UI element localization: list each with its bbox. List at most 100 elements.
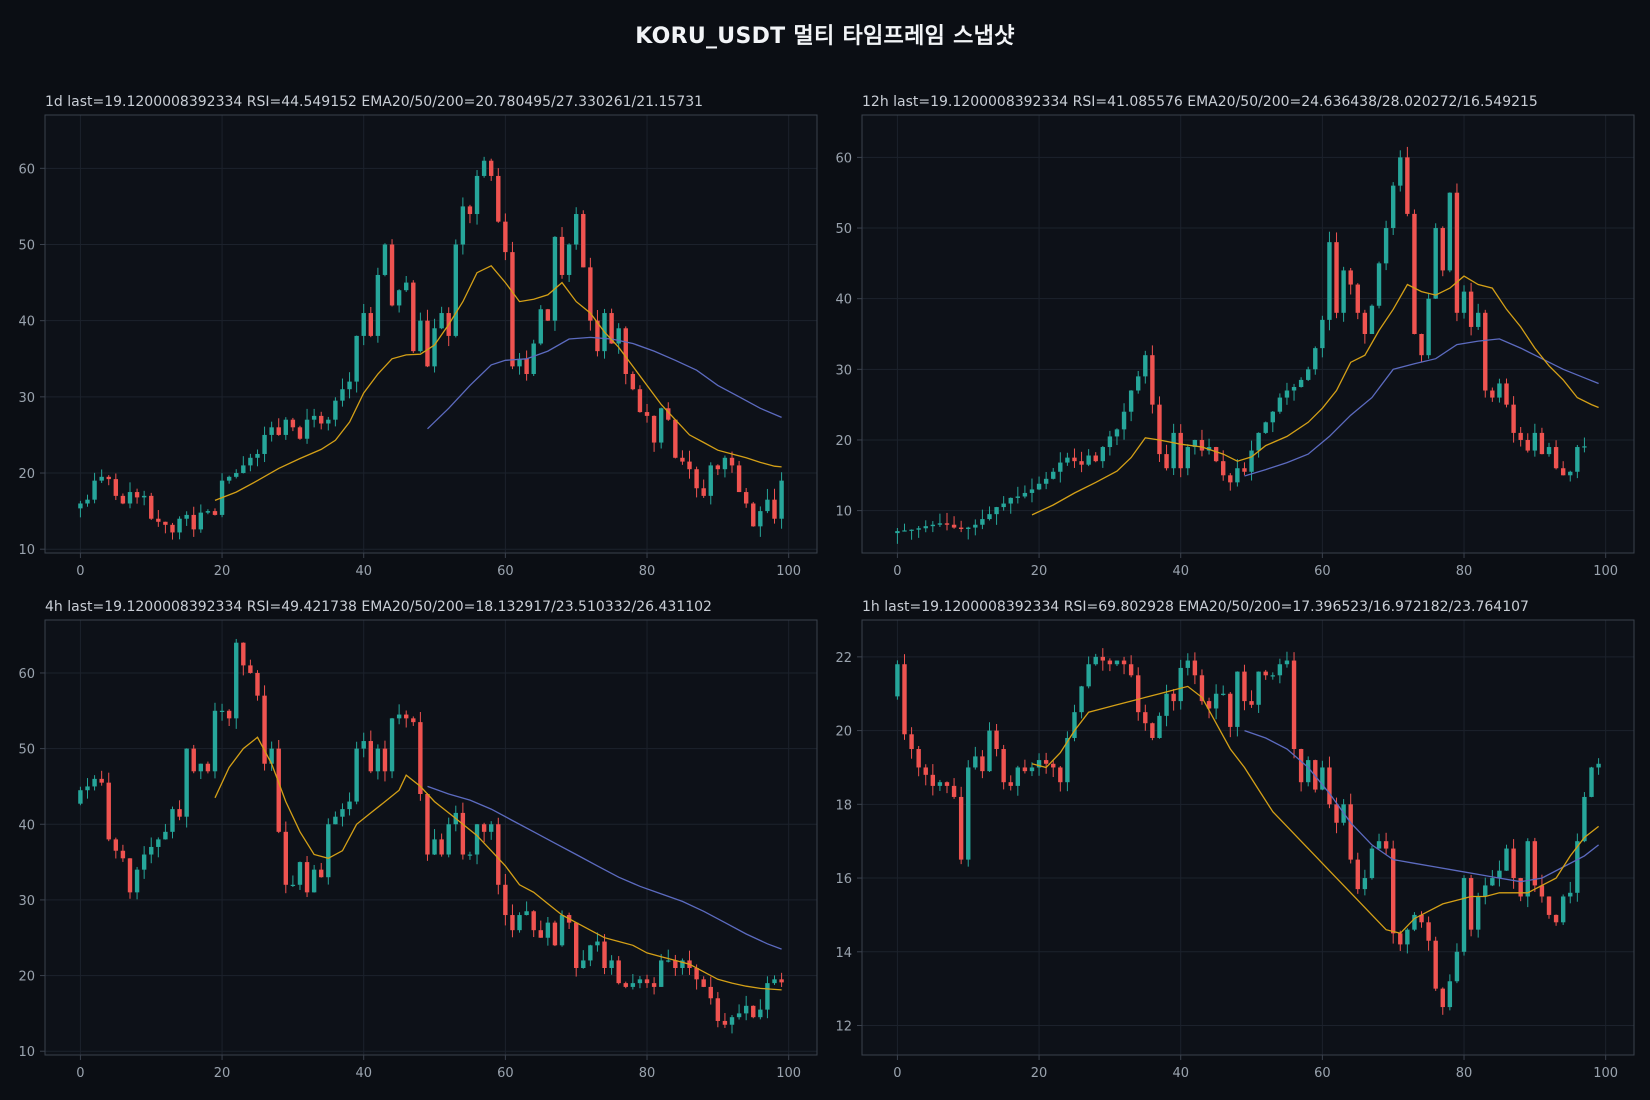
candle-body — [411, 718, 416, 723]
x-tick-label: 60 — [1314, 1066, 1331, 1081]
candle-body — [694, 469, 699, 489]
candle-body — [141, 854, 147, 870]
y-tick-label: 12 — [835, 1020, 852, 1035]
candle-body — [966, 767, 971, 860]
candle-body — [1348, 270, 1353, 285]
candle-body — [113, 479, 119, 496]
candle-body — [694, 968, 699, 980]
candle-body — [347, 381, 352, 390]
candle-body — [205, 763, 211, 772]
candle-body — [219, 710, 225, 712]
x-tick-label: 80 — [639, 1066, 656, 1081]
y-tick-label: 50 — [835, 222, 852, 237]
candle-body — [1390, 848, 1396, 934]
candle-body — [1256, 671, 1261, 705]
candle-body — [1136, 675, 1141, 713]
candle-body — [319, 415, 324, 424]
candle-body — [1511, 848, 1516, 879]
candle-body — [1164, 693, 1169, 716]
candle-body — [489, 160, 494, 176]
candle-body — [1447, 192, 1453, 271]
candle-body — [382, 748, 388, 772]
candle-body — [1213, 447, 1219, 462]
candle-body — [1008, 782, 1013, 786]
candle-body — [212, 511, 218, 515]
candle-body — [1334, 804, 1339, 823]
candle-body — [503, 221, 508, 253]
candle-body — [623, 328, 628, 374]
candle-body — [1546, 447, 1552, 455]
y-tick-label: 30 — [18, 391, 35, 406]
candle-body — [411, 282, 416, 352]
candle-body — [545, 309, 551, 321]
candle-body — [1327, 767, 1332, 805]
candle-body — [1518, 878, 1523, 897]
candle-body — [701, 979, 706, 987]
candle-body — [616, 960, 621, 984]
candle-body — [1029, 767, 1035, 772]
candle-body — [1121, 660, 1127, 665]
candle-body — [1270, 411, 1275, 423]
candle-body — [1022, 767, 1028, 772]
candle-body — [481, 824, 487, 832]
x-tick-label: 60 — [497, 1066, 514, 1081]
candle-body — [1490, 878, 1495, 886]
plot-frame — [861, 114, 1635, 554]
candle-body — [559, 236, 565, 275]
y-tick-label: 18 — [835, 798, 852, 813]
candle-body — [701, 488, 706, 496]
plot-area — [862, 620, 1634, 1055]
x-tick-label: 100 — [1593, 564, 1618, 579]
candle-body — [134, 869, 140, 893]
candle-body — [994, 730, 999, 750]
candle-body — [1390, 185, 1396, 229]
y-tick-label: 10 — [835, 505, 852, 520]
candle-body — [1107, 436, 1113, 448]
x-tick-label: 0 — [893, 1066, 901, 1081]
x-tick-label: 0 — [76, 1066, 84, 1081]
candle-body — [1185, 660, 1190, 668]
candle-body — [361, 313, 366, 336]
candle-body — [1433, 228, 1438, 299]
candle-body — [1058, 767, 1063, 783]
candle-body — [1376, 263, 1382, 306]
candle-body — [113, 839, 119, 851]
candle-body — [581, 960, 586, 968]
candle-body — [517, 915, 522, 931]
candle-body — [930, 524, 936, 527]
candle-body — [637, 979, 643, 984]
candle-body — [1001, 503, 1006, 508]
x-tick-label: 20 — [214, 1066, 231, 1081]
candle-body — [538, 309, 543, 344]
candle-body — [1504, 383, 1509, 405]
candle-body — [198, 512, 204, 530]
candle-body — [290, 419, 296, 428]
candle-body — [1192, 660, 1198, 676]
candle-body — [673, 960, 678, 968]
candle-body — [1051, 763, 1056, 768]
candle-body — [170, 524, 175, 533]
x-tick-label: 80 — [1456, 564, 1473, 579]
ema50-line — [427, 336, 782, 430]
candle-body — [496, 175, 501, 222]
y-tick-label: 20 — [835, 434, 852, 449]
candle-body — [1221, 693, 1226, 695]
candle-body — [92, 480, 97, 500]
x-tick-label: 0 — [76, 564, 84, 579]
y-tick-label: 40 — [18, 818, 35, 833]
candle-body — [1412, 914, 1417, 930]
candle-body — [226, 710, 232, 719]
candle-body — [708, 986, 713, 999]
y-tick-label: 40 — [835, 293, 852, 308]
candle-body — [1475, 896, 1481, 930]
candle-body — [389, 244, 395, 306]
ema50-line — [427, 785, 782, 950]
y-tick-label: 50 — [18, 743, 35, 758]
candle-body — [85, 786, 90, 791]
candle-body — [1483, 885, 1488, 897]
candle-body — [226, 476, 232, 481]
candle-body — [715, 465, 721, 470]
candle-body — [269, 427, 274, 435]
candle-body — [425, 320, 430, 367]
candle-body — [729, 1017, 735, 1025]
